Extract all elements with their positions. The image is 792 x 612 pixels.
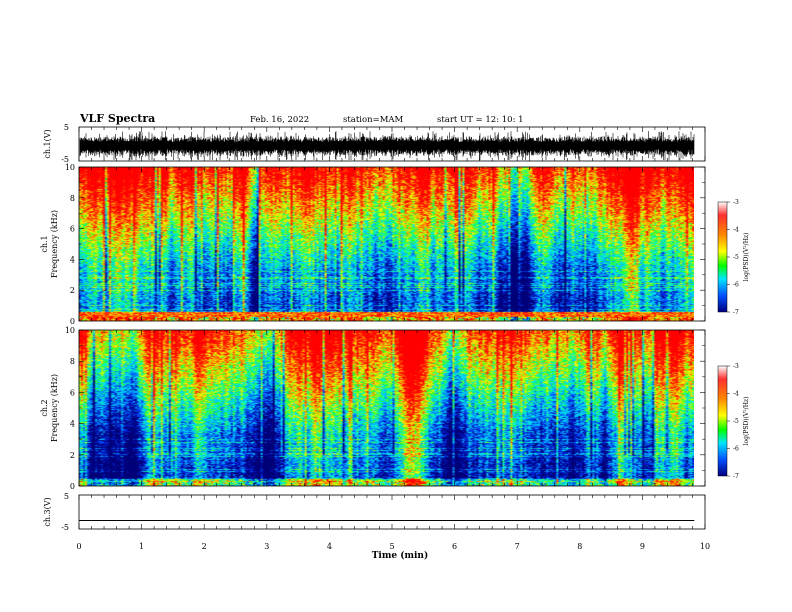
colorbar-ch2-label: log(PSD)(V²/Hz) (743, 397, 750, 446)
colorbar-ch2-gradient (717, 365, 728, 477)
ch1-spectrogram-yticks: 0 2 4 6 8 10 (65, 163, 705, 326)
x-tick-label: 8 (577, 542, 582, 551)
ch1-waveform-trace (79, 131, 695, 160)
y-tick-label: 0 (70, 482, 75, 491)
ch1-freq-label: Frequency (kHz) (50, 210, 59, 278)
x-tick-label: 5 (389, 542, 394, 551)
x-tick-label: 1 (139, 542, 144, 551)
ch1-ytick-bottom: -5 (61, 155, 69, 164)
y-tick-label: 8 (70, 357, 75, 366)
y-tick-label: 2 (70, 286, 75, 295)
ch1-ytick-top: 5 (64, 123, 69, 132)
colorbar-ch1-gradient (717, 201, 728, 313)
x-axis-ticks (78, 127, 706, 529)
ch3-ytick-top: 5 (64, 492, 69, 501)
colorbar-tick-label: -7 (733, 473, 739, 480)
ch2-freq-label: Frequency (kHz) (50, 374, 59, 442)
colorbar-tick-label: -5 (733, 254, 739, 261)
colorbar-ch1-ticks: -3 -4 -5 -6 -7 (727, 199, 739, 316)
y-tick-label: 6 (70, 225, 75, 234)
y-tick-label: 6 (70, 388, 75, 397)
y-tick-label: 4 (70, 255, 75, 264)
ch2-spectrogram-panel: 0 2 4 6 8 10 ch.2 Frequency (kHz) (40, 326, 706, 491)
ch1-waveform-path (79, 131, 695, 160)
x-tick-label: 6 (452, 542, 457, 551)
station-label: station=MAM (343, 115, 404, 125)
colorbar-tick-label: -6 (733, 446, 739, 453)
ch1-spectrogram-image (79, 167, 694, 321)
x-axis-tick-labels: 0 1 2 3 4 5 6 7 8 9 10 (76, 542, 710, 551)
ch1-ylabel: ch.1(V) (43, 129, 52, 158)
x-tick-label: 2 (202, 542, 207, 551)
x-tick-label: 9 (640, 542, 645, 551)
ch1-channel-label: ch.1 (40, 235, 49, 252)
colorbar-tick-label: -6 (733, 282, 739, 289)
colorbar-tick-label: -7 (733, 309, 739, 316)
date-label: Feb. 16, 2022 (250, 115, 309, 125)
ch2-spectrogram-image (79, 330, 694, 486)
colorbar-tick-label: -3 (733, 199, 739, 206)
figure-title: VLF Spectra (79, 112, 155, 125)
ch3-waveform-frame (78, 494, 706, 530)
colorbar-tick-label: -5 (733, 418, 739, 425)
ch2-channel-label: ch.2 (40, 399, 49, 416)
start-time-label: start UT = 12: 10: 1 (437, 115, 524, 125)
colorbar-ch1-label: log(PSD)(V²/Hz) (743, 233, 750, 282)
ch1-spectrogram-panel: 0 2 4 6 8 10 ch.1 Frequency (kHz) (40, 163, 706, 326)
ch1-waveform-panel: 5 -5 ch.1(V) (43, 123, 706, 164)
x-tick-label: 0 (76, 542, 81, 551)
colorbar-tick-label: -3 (733, 363, 739, 370)
colorbar-tick-label: -4 (733, 227, 739, 234)
y-tick-label: 2 (70, 451, 75, 460)
y-tick-label: 10 (65, 326, 75, 335)
ch2-spectrogram-yticks: 0 2 4 6 8 10 (65, 326, 705, 491)
colorbar-ch2: -3 -4 -5 -6 -7 log(PSD)(V²/Hz) (717, 363, 750, 480)
ch3-ylabel: ch.3(V) (43, 497, 52, 526)
x-tick-label: 4 (327, 542, 332, 551)
colorbar-ch1: -3 -4 -5 -6 -7 log(PSD)(V²/Hz) (717, 199, 750, 316)
x-axis-label: Time (min) (372, 550, 429, 561)
colorbar-ch2-ticks: -3 -4 -5 -6 -7 (727, 363, 739, 480)
y-tick-label: 10 (65, 163, 75, 172)
y-tick-label: 4 (70, 420, 75, 429)
ch3-waveform-panel: 5 -5 ch.3(V) (43, 492, 706, 532)
ch3-ytick-bottom: -5 (61, 523, 69, 532)
y-tick-label: 0 (70, 317, 75, 326)
colorbar-tick-label: -4 (733, 391, 739, 398)
x-tick-label: 7 (515, 542, 520, 551)
x-tick-label: 10 (700, 542, 710, 551)
y-tick-label: 8 (70, 194, 75, 203)
x-tick-label: 3 (264, 542, 269, 551)
